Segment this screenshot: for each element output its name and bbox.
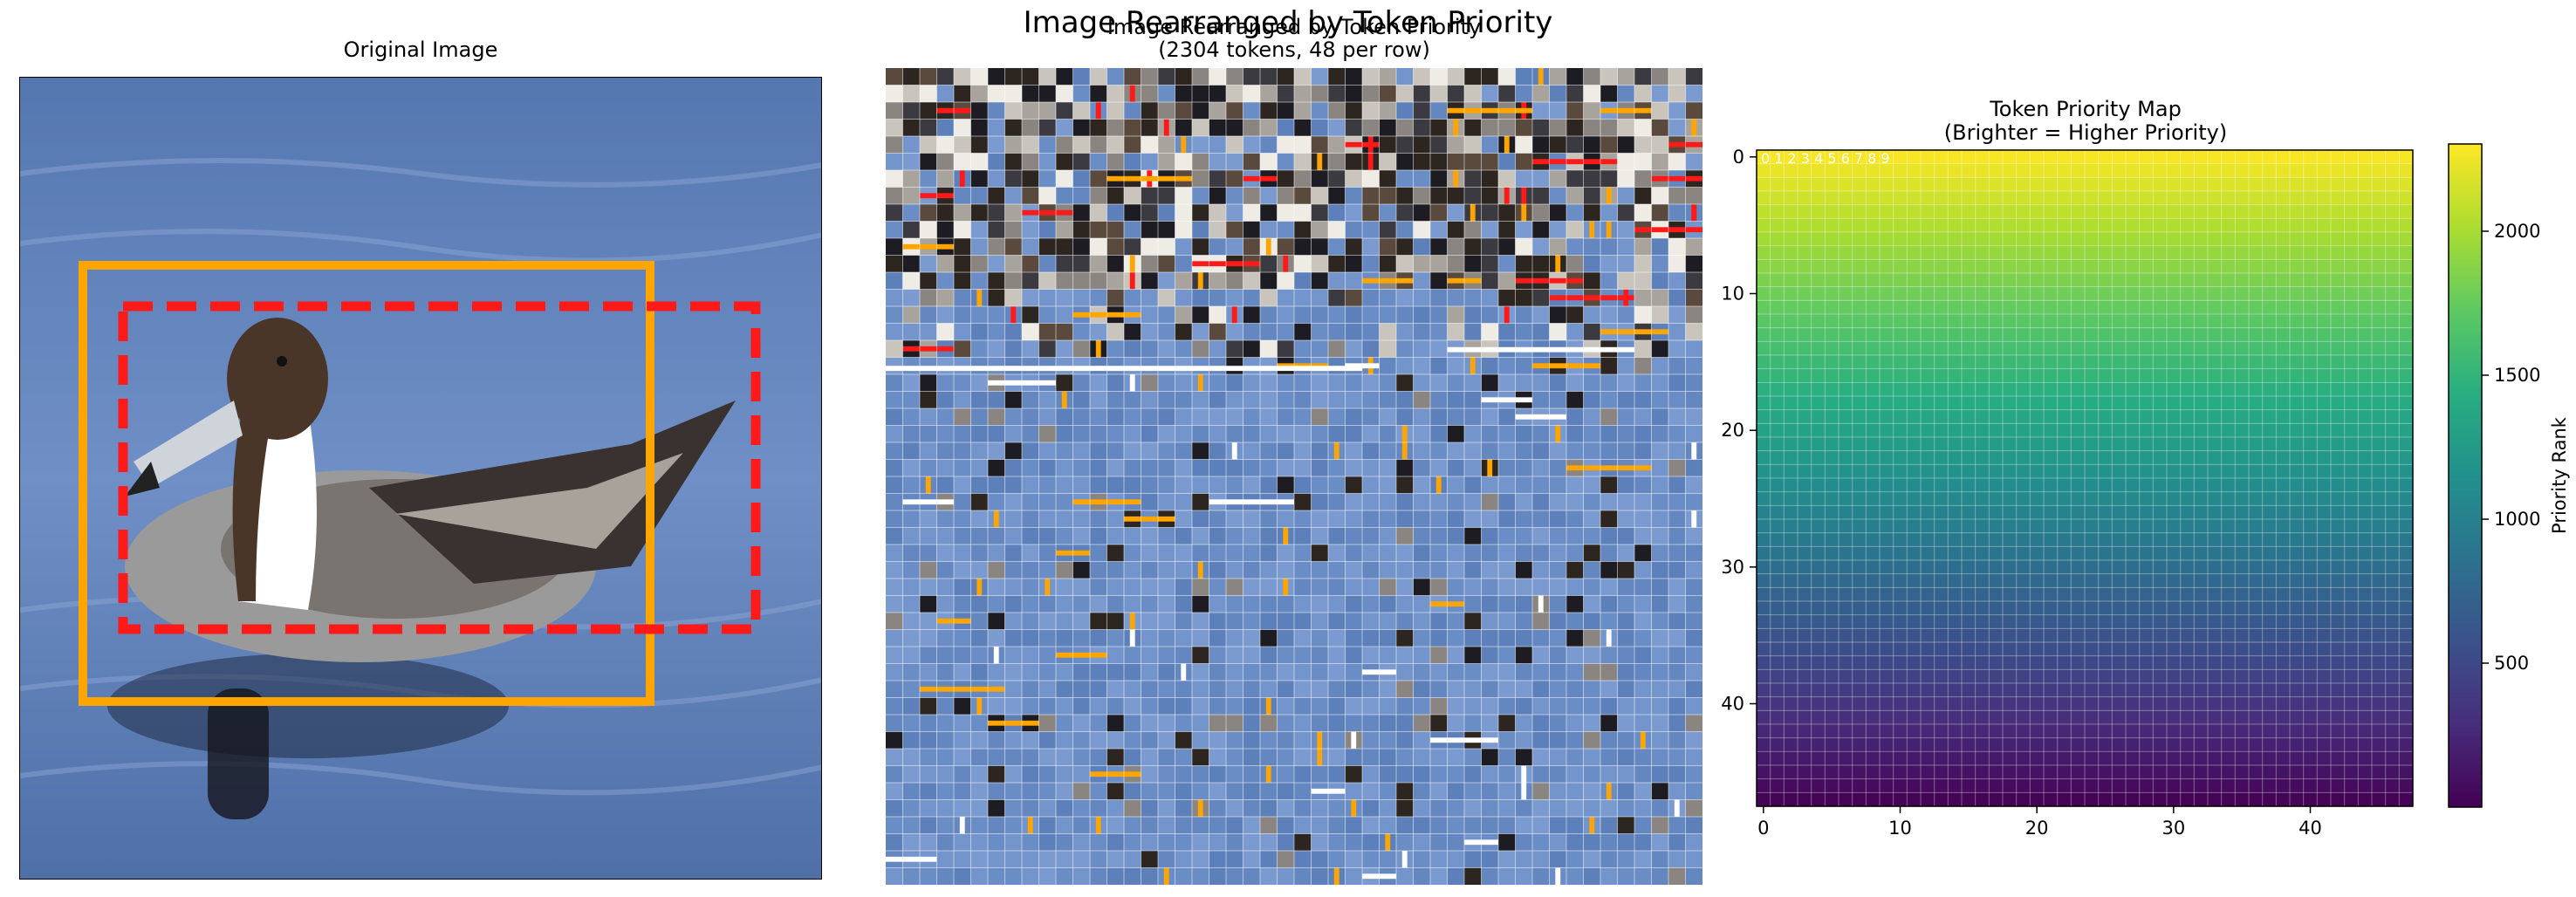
heatmap-row xyxy=(1757,724,2413,739)
colorbar xyxy=(2448,143,2483,808)
x-tick-label: 10 xyxy=(1888,818,1912,839)
heatmap-row xyxy=(1757,628,2413,643)
heatmap-row xyxy=(1757,163,2413,178)
x-tick-label: 0 xyxy=(1757,818,1769,839)
heatmap-row xyxy=(1757,368,2413,383)
heatmap-row xyxy=(1757,491,2413,506)
heatmap-row xyxy=(1757,382,2413,397)
colorbar-tick-label: 1000 xyxy=(2494,509,2540,530)
heatmap-row xyxy=(1757,327,2413,342)
heatmap-row xyxy=(1757,286,2413,301)
heatmap-row xyxy=(1757,532,2413,547)
heatmap-row xyxy=(1757,355,2413,370)
colorbar-label: Priority Rank xyxy=(2549,416,2570,534)
x-tick-label: 40 xyxy=(2299,818,2322,839)
y-tick-label: 30 xyxy=(1721,557,1744,578)
heatmap-row xyxy=(1757,273,2413,288)
heatmap-row xyxy=(1757,341,2413,356)
token-cells xyxy=(886,68,1702,885)
bounding-box-dashed xyxy=(118,301,761,634)
y-tick-label: 0 xyxy=(1733,147,1744,168)
heatmap-row xyxy=(1757,191,2413,206)
rearranged-image-title: Image Rearranged by Token Priority xyxy=(1106,15,1482,39)
bounding-box-solid xyxy=(79,261,654,706)
heatmap-gridlines xyxy=(1757,150,2413,806)
heatmap-row xyxy=(1757,409,2413,424)
rearranged-token-grid xyxy=(886,68,1702,885)
original-image-panel xyxy=(19,77,822,880)
heatmap-row xyxy=(1757,204,2413,219)
heatmap-row xyxy=(1757,710,2413,725)
x-tick-label: 20 xyxy=(2025,818,2049,839)
heatmap-row xyxy=(1757,765,2413,780)
heatmap-row xyxy=(1757,150,2413,165)
heatmap-row xyxy=(1757,218,2413,233)
heatmap-row xyxy=(1757,696,2413,711)
rearranged-image-subtitle: (2304 tokens, 48 per row) xyxy=(1158,38,1430,62)
token-highlights xyxy=(886,68,1702,885)
heatmap-row xyxy=(1757,177,2413,192)
heatmap-row xyxy=(1757,601,2413,616)
heatmap-row xyxy=(1757,423,2413,438)
heatmap-row xyxy=(1757,232,2413,247)
y-tick-label: 40 xyxy=(1721,694,1744,715)
heatmap-row xyxy=(1757,587,2413,602)
heatmap-row xyxy=(1757,437,2413,452)
duck-photo xyxy=(20,78,821,879)
y-tick-label: 20 xyxy=(1721,420,1744,441)
heatmap-frame xyxy=(1756,149,2414,807)
row-index-overlay: 0 1 2 3 4 5 6 7 8 9 xyxy=(1761,150,1890,167)
heatmap-row xyxy=(1757,546,2413,561)
heatmap-row xyxy=(1757,792,2413,807)
heatmap-row xyxy=(1757,464,2413,479)
heatmap-row xyxy=(1757,478,2413,493)
y-tick-label: 10 xyxy=(1721,284,1744,305)
heatmap-row xyxy=(1757,669,2413,684)
heatmap-row xyxy=(1757,560,2413,575)
heatmap-row xyxy=(1757,573,2413,588)
heatmap-row xyxy=(1757,300,2413,315)
rearranged-image-panel xyxy=(886,68,1702,885)
figure-title: Image Rearranged by Token Priority xyxy=(1023,5,1553,40)
token-gridlines xyxy=(886,68,1702,885)
colorbar-tick-label: 500 xyxy=(2494,653,2529,674)
colorbar-tick-label: 2000 xyxy=(2494,221,2540,242)
x-tick-label: 30 xyxy=(2162,818,2185,839)
heatmap-row xyxy=(1757,519,2413,534)
heatmap-row xyxy=(1757,751,2413,766)
heatmap-row xyxy=(1757,396,2413,411)
heatmap-row xyxy=(1757,778,2413,793)
heatmap-row xyxy=(1757,655,2413,670)
heatmap-row xyxy=(1757,642,2413,657)
heatmap-row xyxy=(1757,737,2413,752)
priority-map-subtitle: (Brighter = Higher Priority) xyxy=(1943,120,2228,145)
heatmap-row xyxy=(1757,450,2413,465)
priority-map-title: Token Priority Map xyxy=(1990,97,2182,121)
heatmap-row xyxy=(1757,683,2413,698)
heatmap-row xyxy=(1757,614,2413,629)
heatmap-row xyxy=(1757,245,2413,260)
heatmap-row xyxy=(1757,314,2413,329)
original-image-title: Original Image xyxy=(343,38,498,62)
heatmap-row xyxy=(1757,505,2413,520)
colorbar-tick-label: 1500 xyxy=(2494,365,2540,386)
heatmap-row xyxy=(1757,259,2413,274)
